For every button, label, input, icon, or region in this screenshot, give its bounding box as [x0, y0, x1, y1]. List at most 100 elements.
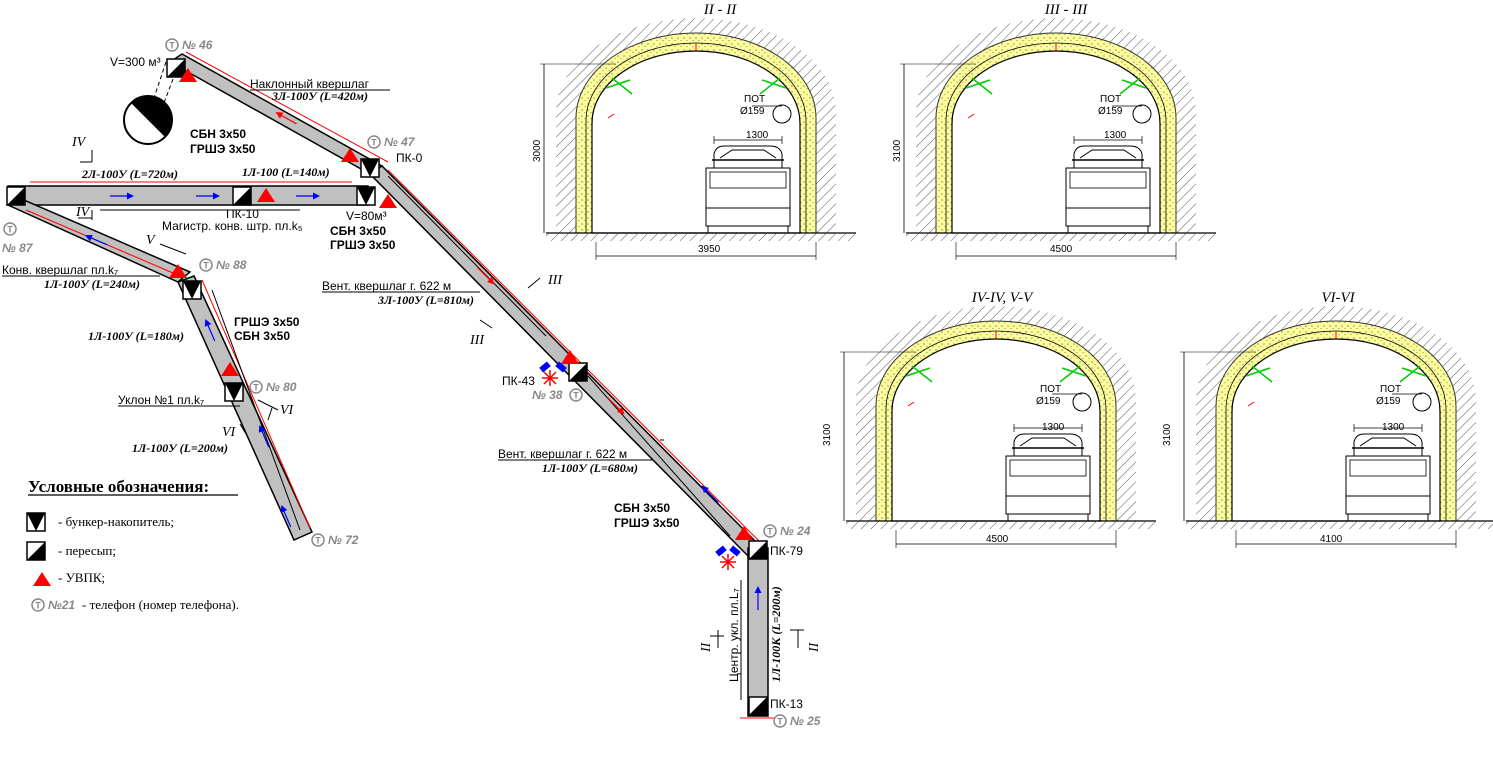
- sbn-bot: СБН 3х50: [614, 501, 670, 515]
- mark-vi-left: VI: [222, 425, 237, 440]
- legend-uvpk-icon: [33, 572, 51, 586]
- legend-peresyp-icon: [26, 541, 46, 561]
- tank-volume-300: V=300 м³: [110, 55, 161, 69]
- cable-lines: [25, 51, 776, 719]
- section-title: II - II: [703, 2, 737, 18]
- section-width: 4500: [1050, 244, 1073, 255]
- mark-iii-bottom: III: [469, 333, 485, 348]
- phone-25: № 25: [790, 714, 821, 728]
- phone-47: № 47: [384, 135, 416, 149]
- sbn-top: СБН 3х50: [190, 127, 246, 141]
- vent2-title: Вент. квершлаг г. 622 м: [498, 447, 627, 461]
- mark-ii-right: II: [807, 641, 822, 653]
- section-pot: ПОТ: [1040, 384, 1061, 395]
- bunker-icon: [224, 382, 244, 402]
- phone-88: № 88: [216, 258, 247, 272]
- telephone-icon: [165, 38, 179, 52]
- phone-46: № 46: [182, 38, 213, 52]
- telephone-icon: [569, 388, 583, 402]
- section-width: 4500: [986, 534, 1009, 545]
- bunker-icon: [360, 158, 380, 178]
- section-vi: VI-VI 3100 4100 1300 ПОТ Ø159: [1162, 290, 1493, 549]
- section-conveyor: 1300: [1382, 422, 1405, 433]
- telephone-icon: [249, 380, 263, 394]
- telephone-icon: [773, 714, 787, 728]
- peresyp-icon: [748, 696, 768, 716]
- section-width: 4100: [1320, 534, 1343, 545]
- bunker-icon: [356, 186, 376, 206]
- section-conveyor: 1300: [746, 130, 769, 141]
- section-pipe: Ø159: [1036, 396, 1061, 407]
- section-conveyor: 1300: [1042, 422, 1065, 433]
- peresyp-icon: [232, 186, 252, 206]
- phone-87: № 87: [2, 241, 34, 255]
- peresyp-icon: [568, 362, 588, 382]
- crossing-icon: [539, 361, 567, 386]
- phone-38: № 38: [532, 388, 563, 402]
- telephone-icon: [3, 222, 17, 236]
- bunker-volume-80: V=80м³: [346, 209, 387, 223]
- spec-1l-140: 1Л-100 (L=140м): [242, 165, 330, 179]
- mark-iv-top: IV: [71, 135, 87, 150]
- section-pipe: Ø159: [1376, 396, 1401, 407]
- mark-v: V: [146, 233, 156, 248]
- telephone-icon: [199, 258, 213, 272]
- legend-bunker-icon: [26, 512, 46, 532]
- legend-peresyp-text: - пересып;: [58, 543, 116, 558]
- section-width: 3950: [698, 244, 721, 255]
- black-cable-lines: [100, 175, 742, 700]
- pk-79: ПК-79: [770, 544, 803, 558]
- section-pipe: Ø159: [740, 106, 765, 117]
- legend-title: Условные обозначения:: [28, 477, 209, 496]
- legend-uvpk-text: - УВПК;: [58, 570, 105, 585]
- legend-telephone-num: №21: [48, 598, 75, 612]
- magistr-label: Магистр. конв. штр. пл.k₅: [162, 219, 303, 233]
- section-pot: ПОТ: [744, 94, 765, 105]
- grshe-bot: ГРШЭ 3х50: [614, 516, 680, 530]
- grshe-top: ГРШЭ 3х50: [190, 142, 256, 156]
- vent1-spec: 3Л-100У (L=810м): [377, 293, 474, 307]
- grshe-left: ГРШЭ 3х50: [234, 315, 300, 329]
- telephone-icon: [763, 524, 777, 538]
- peresyp-icon: [166, 58, 186, 78]
- grshe-mid: ГРШЭ 3х50: [330, 238, 396, 252]
- section-title: III - III: [1044, 2, 1088, 18]
- peresyp-icon: [6, 186, 26, 206]
- section-iv-v: IV-IV, V-V 3100 4500 1300 ПОТ Ø159: [822, 290, 1157, 549]
- phone-24: № 24: [780, 524, 811, 538]
- vent2-spec: 1Л-100У (L=680м): [542, 461, 638, 475]
- section-height: 3100: [892, 139, 903, 162]
- phone-72: № 72: [328, 533, 359, 547]
- section-conveyor: 1300: [1104, 130, 1127, 141]
- pk-43: ПК-43: [502, 374, 535, 388]
- section-ii: II - II 3000 3950 1300 ПОТ Ø159: [532, 2, 857, 261]
- centr-title: Центр. укл. пл.L₇: [727, 588, 741, 682]
- telephone-icon: [311, 533, 325, 547]
- belt-centr: [747, 547, 769, 717]
- centr-spec: 1Л-100К (L=200м): [769, 586, 783, 682]
- section-pot: ПОТ: [1100, 94, 1121, 105]
- peresyp-icon: [748, 540, 768, 560]
- naklon-title: Наклонный квершлаг: [250, 77, 370, 91]
- pk-13: ПК-13: [770, 697, 803, 711]
- pk-10: ПК-10: [226, 207, 259, 221]
- section-height: 3000: [532, 139, 543, 162]
- tank-icon: [123, 95, 173, 145]
- legend-telephone-icon: [31, 598, 45, 612]
- sbn-left: СБН 3х50: [234, 329, 290, 343]
- section-title: IV-IV, V-V: [971, 290, 1034, 306]
- legend-bunker-text: - бункер-накопитель;: [58, 514, 174, 529]
- section-height: 3100: [1162, 423, 1173, 446]
- section-title: VI-VI: [1321, 290, 1355, 306]
- crossing-icon: [715, 545, 741, 570]
- naklon-spec: 3Л-100У (L=420м): [271, 89, 368, 103]
- telephone-icon: [367, 135, 381, 149]
- legend: Условные обозначения: - бункер-накопител…: [26, 477, 239, 612]
- legend-telephone-text: - телефон (номер телефона).: [82, 597, 239, 612]
- spec-2l-720: 2Л-100У (L=720м): [81, 167, 178, 181]
- konv-title: Конв. квершлаг пл.k₇: [2, 263, 118, 277]
- section-marks: [78, 150, 804, 648]
- vent1-title: Вент. квершлаг г. 622 м: [322, 279, 451, 293]
